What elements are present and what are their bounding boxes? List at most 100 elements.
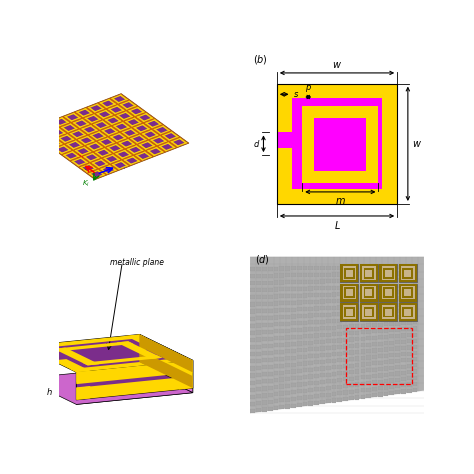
Polygon shape — [84, 118, 93, 123]
Bar — [314, 354, 319, 358]
Polygon shape — [75, 134, 86, 139]
Bar — [372, 355, 377, 359]
Bar — [285, 315, 290, 319]
Bar — [326, 353, 330, 357]
Bar — [366, 310, 371, 315]
Bar — [353, 287, 355, 298]
Bar — [355, 265, 359, 270]
Polygon shape — [105, 129, 114, 134]
Polygon shape — [117, 341, 162, 359]
Polygon shape — [137, 113, 154, 122]
Polygon shape — [67, 153, 76, 158]
Bar — [279, 384, 284, 389]
Bar — [340, 303, 358, 305]
Polygon shape — [116, 115, 125, 120]
Polygon shape — [105, 116, 121, 125]
Polygon shape — [71, 157, 88, 166]
Polygon shape — [71, 151, 80, 157]
Polygon shape — [162, 126, 170, 131]
Bar — [302, 355, 307, 359]
Bar — [372, 310, 377, 314]
Polygon shape — [90, 131, 107, 140]
Polygon shape — [73, 122, 82, 128]
Bar — [401, 383, 406, 387]
Bar — [395, 290, 400, 294]
Bar — [273, 273, 278, 278]
Bar — [372, 361, 377, 365]
Bar — [383, 303, 389, 307]
Bar — [366, 298, 371, 302]
Polygon shape — [149, 121, 158, 126]
Bar — [383, 328, 389, 333]
Bar — [344, 287, 355, 289]
Polygon shape — [91, 106, 100, 110]
Bar — [337, 266, 342, 270]
Polygon shape — [115, 153, 124, 159]
Polygon shape — [69, 130, 86, 139]
Polygon shape — [41, 122, 58, 131]
Bar — [320, 286, 325, 290]
Polygon shape — [133, 127, 142, 133]
Bar — [337, 338, 342, 343]
Polygon shape — [164, 146, 175, 151]
Bar — [302, 395, 307, 400]
Polygon shape — [108, 165, 117, 171]
Bar — [355, 304, 359, 309]
Bar — [414, 283, 417, 301]
Polygon shape — [78, 136, 95, 145]
Bar — [337, 285, 342, 290]
Bar — [372, 348, 377, 353]
Bar — [279, 280, 284, 284]
Bar — [279, 392, 284, 395]
Bar — [337, 378, 342, 382]
Polygon shape — [88, 107, 96, 113]
Bar — [390, 347, 394, 351]
Polygon shape — [65, 126, 74, 130]
Bar — [379, 319, 397, 321]
Polygon shape — [118, 139, 129, 144]
Bar — [302, 293, 307, 298]
Bar — [401, 327, 406, 331]
Polygon shape — [62, 137, 71, 141]
Bar — [395, 278, 400, 282]
Polygon shape — [130, 135, 141, 139]
Polygon shape — [179, 360, 193, 390]
Bar — [326, 333, 330, 337]
Bar — [401, 333, 406, 337]
Polygon shape — [58, 147, 67, 152]
Polygon shape — [120, 114, 129, 118]
Bar — [268, 407, 273, 411]
Polygon shape — [108, 99, 116, 105]
Bar — [364, 268, 374, 270]
Bar — [250, 359, 255, 364]
Bar — [297, 362, 301, 366]
Bar — [297, 280, 301, 284]
Bar — [395, 302, 400, 307]
Bar — [361, 356, 365, 360]
Polygon shape — [69, 155, 80, 160]
Polygon shape — [115, 150, 132, 159]
Bar — [378, 322, 383, 327]
Polygon shape — [95, 151, 103, 157]
Bar — [383, 379, 389, 383]
Bar — [378, 348, 383, 352]
Polygon shape — [128, 107, 145, 116]
Polygon shape — [115, 97, 124, 101]
Bar — [314, 286, 319, 291]
Bar — [279, 405, 284, 410]
Bar — [340, 303, 358, 321]
Bar — [250, 295, 255, 300]
Polygon shape — [46, 139, 57, 144]
Text: $H_i$: $H_i$ — [75, 152, 84, 162]
Bar — [361, 375, 365, 380]
Bar — [297, 369, 301, 373]
Bar — [402, 287, 404, 298]
Bar — [349, 350, 354, 355]
Bar — [390, 278, 394, 282]
Bar — [326, 286, 330, 290]
Bar — [250, 374, 255, 378]
Bar — [411, 268, 413, 279]
Bar — [399, 303, 417, 321]
Polygon shape — [163, 145, 172, 149]
Polygon shape — [43, 137, 55, 142]
